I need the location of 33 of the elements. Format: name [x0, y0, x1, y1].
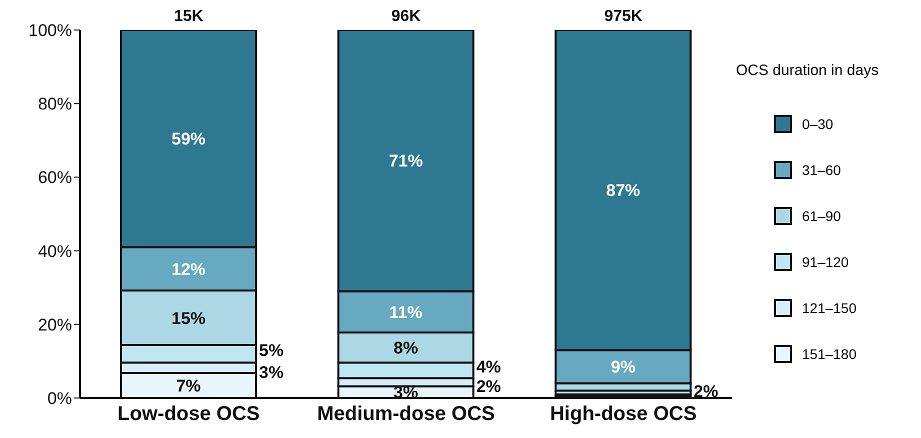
x-tick-label: Medium-dose OCS: [317, 403, 495, 426]
y-tick-label: 40%: [38, 242, 72, 261]
y-tick-label: 100%: [28, 21, 72, 40]
data-label: 5%: [259, 340, 284, 360]
data-label: 2%: [476, 377, 501, 396]
y-tick-label: 0%: [47, 389, 72, 408]
annotation: 15K: [174, 8, 204, 25]
data-label: 71%: [388, 152, 423, 171]
x-tick-label: High-dose OCS: [550, 403, 697, 426]
legend-label: 121–150: [802, 300, 857, 316]
data-label: 87%: [606, 181, 640, 200]
data-label: 11%: [389, 302, 422, 322]
legend-label: 91–120: [802, 254, 849, 270]
legend-label: 151–180: [802, 346, 857, 362]
y-tick-label: 20%: [38, 315, 72, 334]
data-label: 2%: [694, 382, 718, 401]
annotation: 96K: [391, 8, 422, 25]
data-label: 7%: [176, 376, 201, 396]
y-tick-label: 60%: [38, 168, 72, 188]
data-label: 15%: [171, 308, 206, 328]
data-label: 8%: [394, 338, 418, 358]
legend-label: 31–60: [802, 162, 841, 178]
data-label: 12%: [171, 260, 206, 279]
x-tick-label: Low-dose OCS: [118, 403, 260, 426]
annotation: 975K: [604, 8, 643, 25]
legend-label: 0–30: [802, 116, 834, 132]
legend-title: OCS duration in days: [736, 62, 880, 78]
data-label: 4%: [476, 357, 501, 376]
legend-label: 61–90: [802, 208, 841, 224]
y-tick-label: 80%: [38, 94, 72, 114]
data-label: 59%: [171, 130, 206, 149]
data-label: 3%: [259, 362, 284, 382]
data-label: 9%: [610, 358, 636, 377]
